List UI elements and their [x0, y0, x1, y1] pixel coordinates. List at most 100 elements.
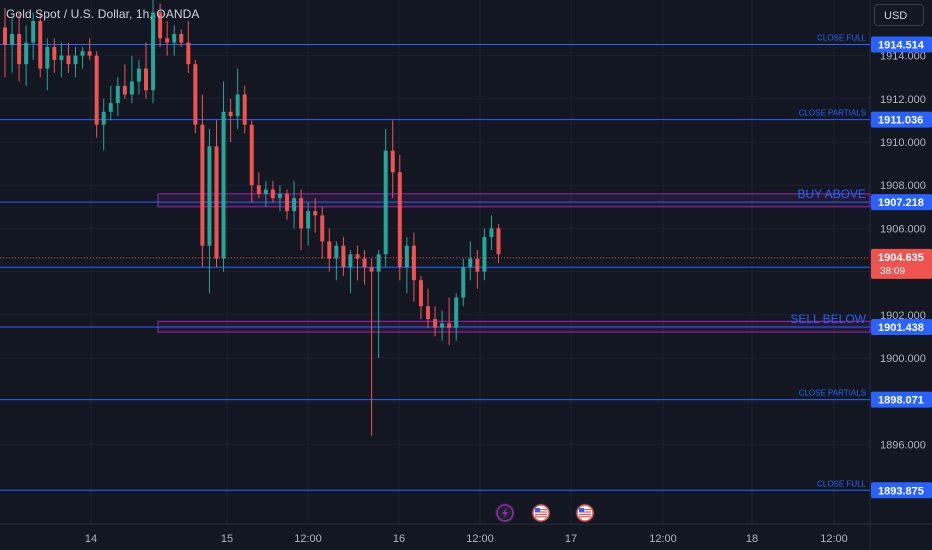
candle-body[interactable] — [433, 319, 438, 328]
y-tick-label: 1900.000 — [880, 353, 926, 365]
y-tick-label: 1914.000 — [880, 51, 926, 63]
candle-body[interactable] — [447, 323, 452, 328]
candle-body[interactable] — [242, 94, 247, 125]
candle-body[interactable] — [327, 241, 332, 259]
candle-body[interactable] — [24, 42, 29, 65]
candle-body[interactable] — [285, 193, 289, 212]
candle-body[interactable] — [461, 267, 466, 298]
level-price-tag-text: 1893.875 — [878, 485, 924, 497]
candle-body[interactable] — [38, 21, 43, 69]
candle-body[interactable] — [440, 323, 445, 328]
candle-body[interactable] — [348, 254, 353, 268]
candle-body[interactable] — [454, 297, 459, 328]
candle-body[interactable] — [59, 55, 64, 60]
candle-body[interactable] — [179, 34, 184, 43]
candle-body[interactable] — [355, 254, 360, 259]
candle-body[interactable] — [263, 189, 268, 194]
candle-body[interactable] — [186, 42, 191, 65]
candle-body[interactable] — [94, 55, 99, 125]
candle-body[interactable] — [475, 258, 480, 272]
candle-body[interactable] — [256, 185, 261, 194]
candle-body[interactable] — [369, 267, 374, 272]
candle-body[interactable] — [158, 12, 163, 39]
us-flag-stripe — [535, 516, 547, 518]
candle-body[interactable] — [172, 34, 177, 43]
candle-body[interactable] — [108, 103, 113, 112]
candle-body[interactable] — [235, 94, 240, 117]
candle-body[interactable] — [426, 306, 430, 320]
candle-body[interactable] — [383, 150, 388, 255]
candle-body[interactable] — [10, 34, 15, 45]
candle-body[interactable] — [277, 193, 282, 199]
level-price-tag-text: 1898.071 — [878, 395, 924, 407]
y-tick-label: 1910.000 — [880, 137, 926, 149]
candle-body[interactable] — [320, 215, 325, 242]
x-tick-label: 18 — [746, 533, 758, 545]
candle-body[interactable] — [80, 51, 85, 56]
us-flag-stripe — [579, 513, 591, 515]
candle-body[interactable] — [136, 68, 141, 82]
candle-body[interactable] — [376, 254, 381, 272]
level-price-tag — [871, 111, 932, 128]
level-label: SELL BELOW — [790, 312, 866, 326]
candle-body[interactable] — [52, 46, 57, 60]
candle-body[interactable] — [207, 146, 212, 246]
level-label: CLOSE FULL — [817, 33, 866, 42]
y-tick-label: 1908.000 — [880, 180, 926, 192]
candle-body[interactable] — [489, 228, 494, 238]
level-label: BUY ABOVE — [798, 187, 866, 201]
candle-body[interactable] — [221, 111, 226, 259]
candle-body[interactable] — [306, 211, 311, 229]
candle-body[interactable] — [411, 245, 416, 281]
candle-body[interactable] — [341, 245, 346, 268]
level-price-tag-text: 1911.036 — [878, 115, 923, 127]
candle-body[interactable] — [165, 38, 170, 43]
candle-body[interactable] — [418, 280, 423, 307]
candle-body[interactable] — [193, 64, 198, 125]
us-flag-stripe — [535, 509, 547, 511]
candle-body[interactable] — [45, 46, 50, 69]
candle-body[interactable] — [17, 34, 22, 65]
level-price-tag — [871, 482, 932, 499]
candle-body[interactable] — [151, 12, 156, 91]
currency-button[interactable]: USD — [874, 4, 924, 26]
candle-body[interactable] — [390, 150, 395, 173]
candle-body[interactable] — [87, 51, 92, 56]
candle-body[interactable] — [31, 21, 36, 43]
candle-body[interactable] — [214, 146, 219, 259]
candle-body[interactable] — [404, 245, 409, 268]
candle-body[interactable] — [66, 55, 71, 65]
candle-body[interactable] — [129, 81, 134, 95]
candle-body[interactable] — [3, 27, 7, 45]
candle-body[interactable] — [200, 124, 205, 246]
candle-body[interactable] — [249, 124, 254, 186]
symbol-title[interactable]: Gold Spot / U.S. Dollar, 1h, OANDA — [6, 7, 200, 21]
sr-zone[interactable] — [157, 193, 871, 208]
x-tick-label: 12:00 — [294, 533, 322, 545]
candle-body[interactable] — [144, 68, 148, 91]
candle-body[interactable] — [292, 198, 297, 212]
candle-body[interactable] — [122, 85, 127, 95]
candle-body[interactable] — [115, 85, 120, 104]
candle-body[interactable] — [313, 211, 318, 216]
candle-body[interactable] — [334, 245, 339, 259]
level-price-tag-text: 1901.438 — [878, 322, 924, 334]
us-flag-stripe — [579, 516, 591, 518]
candle-body[interactable] — [228, 111, 233, 117]
candle-body[interactable] — [270, 189, 275, 199]
candle-body[interactable] — [101, 111, 106, 125]
level-label: CLOSE PARTIALS — [799, 109, 866, 118]
x-tick-label: 12:00 — [466, 533, 494, 545]
candle-body[interactable] — [496, 228, 501, 255]
candle-body[interactable] — [482, 237, 487, 272]
candle-body[interactable] — [468, 258, 473, 268]
candle-body[interactable] — [397, 172, 402, 268]
y-tick-label: 1906.000 — [880, 223, 926, 235]
level-price-tag — [871, 318, 932, 335]
candle-body[interactable] — [299, 198, 304, 229]
candle-body[interactable] — [362, 258, 367, 268]
candle-body[interactable] — [73, 55, 78, 65]
current-price-tag — [871, 248, 932, 279]
